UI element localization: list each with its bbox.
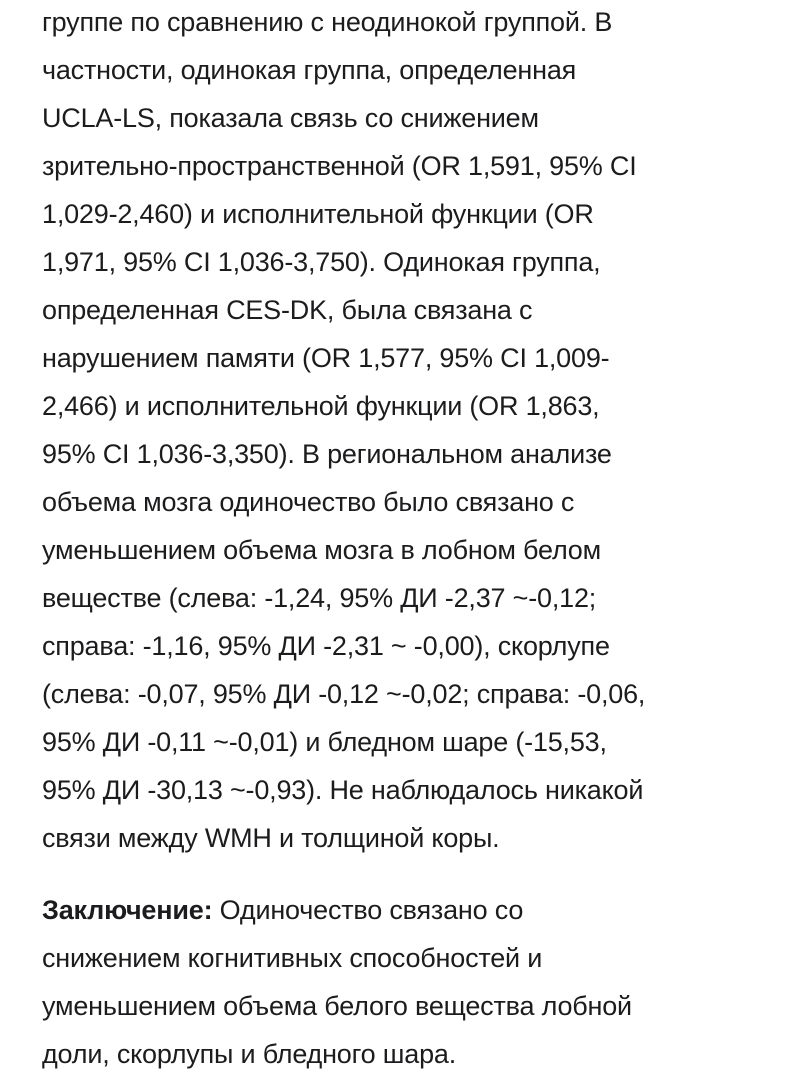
conclusion-paragraph: Заключение: Одиночество связано со сниже…	[42, 886, 632, 1078]
conclusion-line: Заключение: Одиночество связано со	[42, 886, 632, 934]
results-line: (слева: -0,07, 95% ДИ -0,12 ~-0,02; спра…	[42, 679, 646, 709]
results-line: зрительно-пространственной (OR 1,591, 95…	[42, 151, 637, 181]
conclusion-line: доли, скорлупы и бледного шара.	[42, 1039, 457, 1069]
results-line: уменьшением объема мозга в лобном белом	[42, 535, 601, 565]
results-line: группе по сравнению с неодинокой группой…	[42, 7, 613, 37]
results-line: веществе (слева: -1,24, 95% ДИ -2,37 ~-0…	[42, 583, 597, 613]
conclusion-line: уменьшением объема белого вещества лобно…	[42, 991, 632, 1021]
results-line: 1,971, 95% CI 1,036-3,750). Одинокая гру…	[42, 247, 601, 277]
conclusion-line: снижением когнитивных способностей и	[42, 943, 543, 973]
conclusion-label: Заключение:	[42, 895, 213, 925]
results-line: связи между WMH и толщиной коры.	[42, 823, 500, 853]
conclusion-text: Одиночество связано со	[212, 895, 524, 925]
results-line: 1,029-2,460) и исполнительной функции (O…	[42, 199, 594, 229]
results-line: 95% ДИ -30,13 ~-0,93). Не наблюдалось ни…	[42, 775, 644, 805]
results-line: определенная CES-DK, была связана с	[42, 295, 533, 325]
results-line: 95% CI 1,036-3,350). В региональном анал…	[42, 439, 612, 469]
results-line: справа: -1,16, 95% ДИ -2,31 ~ -0,00), ск…	[42, 631, 610, 661]
results-line: нарушением памяти (OR 1,577, 95% CI 1,00…	[42, 343, 610, 373]
results-line: частности, одинокая группа, определенная	[42, 55, 577, 85]
results-paragraph: группе по сравнению с неодинокой группой…	[42, 0, 645, 862]
results-line: UCLA-LS, показала связь со снижением	[42, 103, 539, 133]
results-line: 95% ДИ -0,11 ~-0,01) и бледном шаре (-15…	[42, 727, 607, 757]
results-line: 2,466) и исполнительной функции (OR 1,86…	[42, 391, 600, 421]
results-line: объема мозга одиночество было связано с	[42, 487, 575, 517]
